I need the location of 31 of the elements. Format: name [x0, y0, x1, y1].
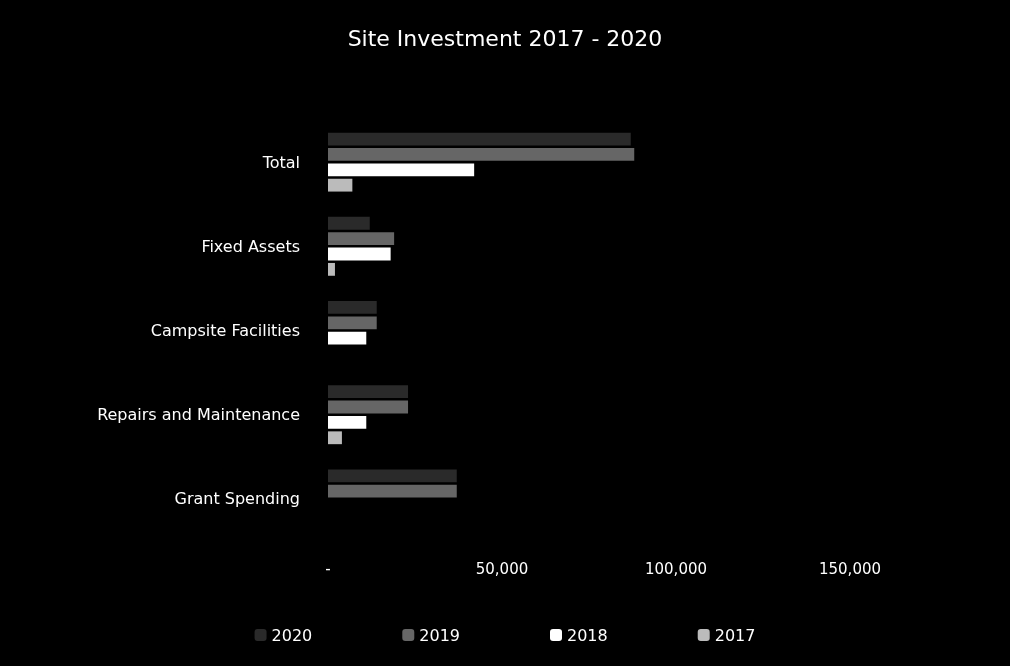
legend-label: 2018	[567, 625, 608, 645]
bar	[328, 316, 377, 330]
chart-title: Site Investment 2017 - 2020	[347, 25, 663, 51]
bar	[328, 484, 457, 498]
x-tick-label: -	[325, 559, 331, 578]
x-tick-label: 150,000	[818, 559, 882, 578]
legend-label: 2020	[271, 625, 313, 645]
legend-label: 2017	[714, 625, 756, 645]
y-tick-label: Fixed Assets	[201, 236, 300, 256]
bar	[328, 148, 635, 161]
bar	[328, 178, 353, 192]
bar	[328, 331, 367, 345]
bar	[328, 431, 342, 445]
x-tick-label: 100,000	[644, 559, 708, 578]
bar	[328, 132, 631, 146]
bar	[328, 163, 475, 177]
y-tick-label: Total	[261, 152, 300, 172]
y-tick-label: Campsite Facilities	[150, 321, 300, 340]
bar	[328, 385, 409, 399]
bar	[328, 232, 395, 246]
legend-label: 2019	[419, 625, 460, 645]
x-tick-label: 50,000	[475, 559, 529, 578]
bar	[328, 301, 377, 314]
bar	[328, 216, 370, 230]
y-tick-label: Repairs and Maintenance	[97, 405, 300, 425]
bar	[328, 262, 335, 276]
bar	[328, 400, 409, 414]
bar	[328, 469, 457, 483]
y-tick-label: Grant Spending	[174, 489, 300, 509]
bar	[328, 415, 367, 429]
bar	[328, 247, 391, 261]
